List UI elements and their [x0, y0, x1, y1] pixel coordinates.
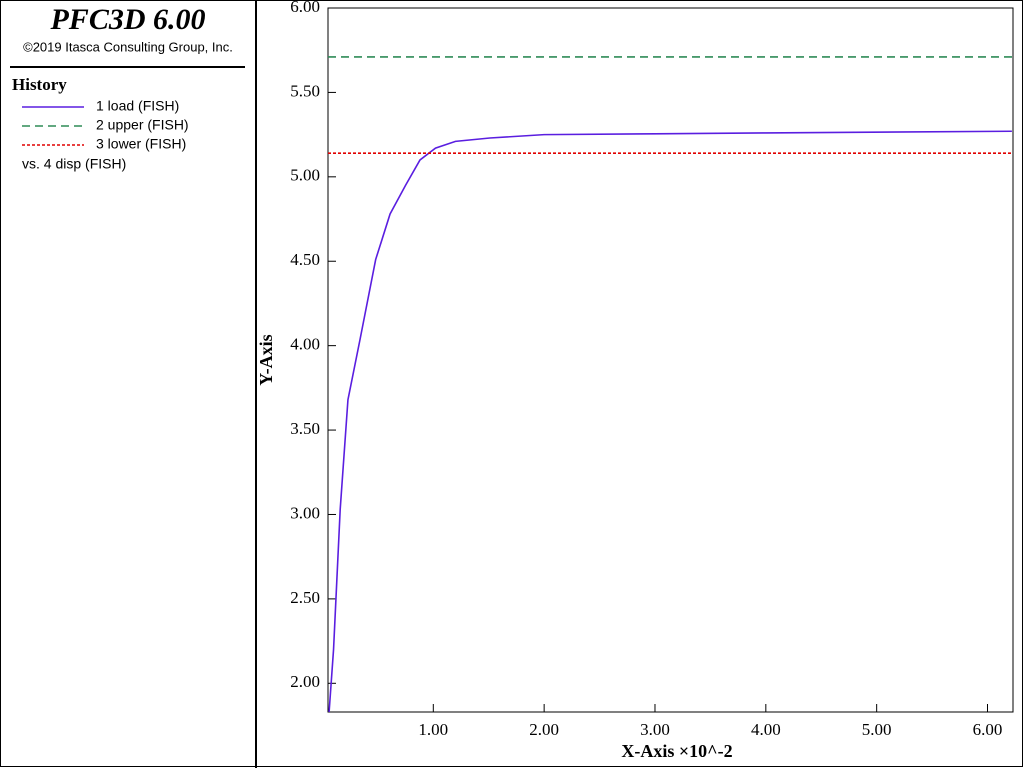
legend-label: 3 lower (FISH) [96, 136, 186, 152]
x-tick-label: 1.00 [418, 720, 448, 739]
x-tick-label: 6.00 [973, 720, 1003, 739]
y-tick-label: 4.00 [290, 335, 320, 354]
legend-label: 2 upper (FISH) [96, 117, 189, 133]
x-tick-label: 2.00 [529, 720, 559, 739]
y-tick-label: 5.00 [290, 166, 320, 185]
y-tick-label: 3.50 [290, 419, 320, 438]
app-title: PFC3D 6.00 [49, 3, 205, 36]
legend-note: vs. 4 disp (FISH) [22, 156, 126, 172]
x-tick-label: 4.00 [751, 720, 781, 739]
copyright: ©2019 Itasca Consulting Group, Inc. [23, 39, 233, 54]
x-tick-label: 3.00 [640, 720, 670, 739]
x-tick-label: 5.00 [862, 720, 892, 739]
legend-title: History [12, 75, 67, 94]
y-axis-label: Y-Axis [256, 334, 276, 385]
y-tick-label: 5.50 [290, 81, 320, 100]
y-tick-label: 4.50 [290, 250, 320, 269]
legend-label: 1 load (FISH) [96, 98, 179, 114]
series-line [328, 130, 1012, 713]
y-tick-label: 2.50 [290, 588, 320, 607]
y-tick-label: 6.00 [290, 0, 320, 16]
y-tick-label: 3.00 [290, 503, 320, 522]
x-axis-label: X-Axis ×10^-2 [621, 741, 732, 761]
plot-frame [327, 7, 1014, 713]
y-tick-label: 2.00 [290, 672, 320, 691]
